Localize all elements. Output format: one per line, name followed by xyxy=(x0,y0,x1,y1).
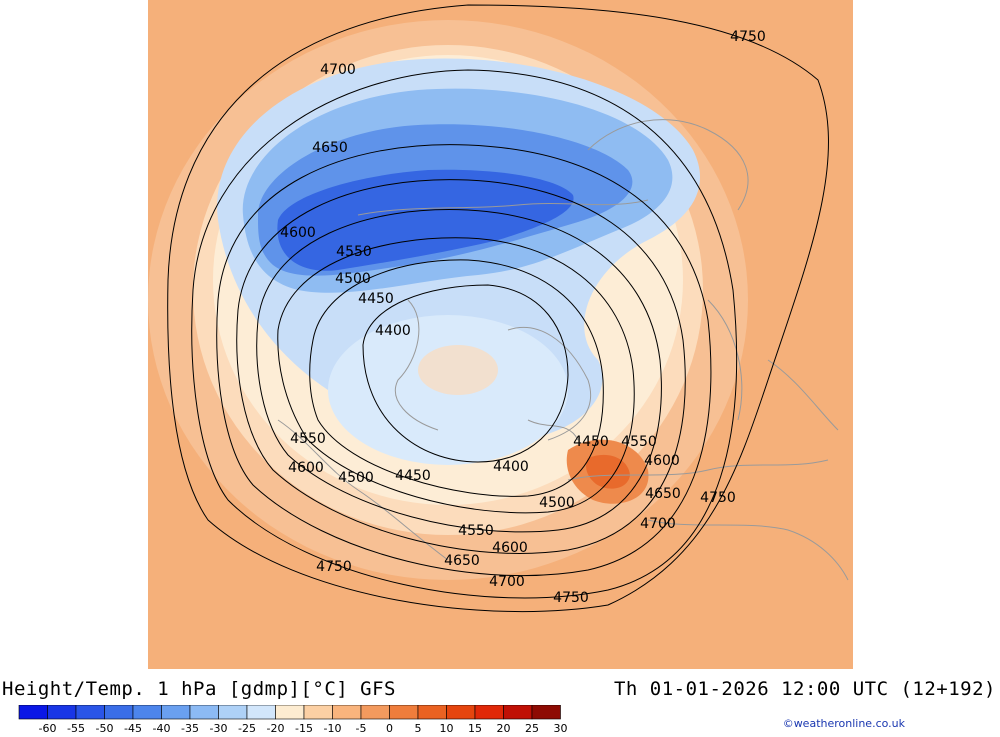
contour-4550 xyxy=(256,209,662,533)
field-cold-core xyxy=(277,169,574,271)
colorbar-swatch xyxy=(275,704,305,720)
temperature-colorbar: -60 -55 -50 -45 -40 -35 -30 -25 -20 -15 -10 -5 0 5 10 1… xyxy=(18,704,578,737)
contour-label: 4450 xyxy=(358,291,394,307)
contour-4650 xyxy=(216,144,712,577)
contour-label: 4550 xyxy=(336,244,372,260)
field-warm-core xyxy=(586,454,630,489)
contour-label: 4600 xyxy=(280,225,316,241)
contour-4500 xyxy=(277,237,635,514)
contour-label: 4550 xyxy=(458,523,494,539)
colorbar-swatch xyxy=(389,704,419,720)
contour-4600 xyxy=(236,179,686,554)
colorbar-tick-label: -55 xyxy=(67,722,85,733)
colorbar-swatch xyxy=(75,704,105,720)
coastlines xyxy=(277,119,849,581)
contour-label: 4650 xyxy=(645,486,681,502)
contour-label: 4750 xyxy=(316,559,352,575)
contour-label: 4500 xyxy=(539,495,575,511)
colorbar-tick-label: -50 xyxy=(96,722,114,733)
colorbar-swatch xyxy=(446,704,476,720)
colorbar-tick-label: 0 xyxy=(386,722,393,733)
colorbar-swatch xyxy=(161,704,191,720)
height-contours xyxy=(167,4,829,612)
colorbar-swatch xyxy=(18,704,48,720)
colorbar-swatch xyxy=(104,704,134,720)
contour-label: 4650 xyxy=(312,140,348,156)
contour-label: 4750 xyxy=(553,590,589,606)
contour-label: 4550 xyxy=(290,431,326,447)
colorbar-swatch xyxy=(218,704,248,720)
colorbar-swatch xyxy=(189,704,219,720)
colorbar-tick-label: 25 xyxy=(525,722,539,733)
weather-map: 4750 4700 4650 4600 4550 4500 4450 4400 … xyxy=(148,0,853,669)
colorbar-swatch xyxy=(531,704,561,720)
credit-link[interactable]: ©weatheronline.co.uk xyxy=(782,717,905,730)
contour-label: 4750 xyxy=(700,490,736,506)
valid-time: Th 01-01-2026 12:00 UTC (12+192) xyxy=(613,678,996,700)
contour-4400 xyxy=(362,284,569,463)
colorbar-tick-label: -10 xyxy=(324,722,342,733)
contour-label: 4750 xyxy=(730,29,766,45)
contour-label: 4600 xyxy=(644,453,680,469)
colorbar-tick-label: -5 xyxy=(356,722,367,733)
colorbar-tick-label: 20 xyxy=(497,722,511,733)
colorbar-swatch xyxy=(47,704,77,720)
colorbar-swatch xyxy=(503,704,533,720)
colorbar-swatch xyxy=(332,704,362,720)
contour-4450 xyxy=(309,259,604,497)
colorbar-swatch xyxy=(360,704,390,720)
colorbar-tick-label: 15 xyxy=(468,722,482,733)
contour-label: 4700 xyxy=(320,62,356,78)
contour-label: 4600 xyxy=(288,460,324,476)
colorbar-tick-label: -40 xyxy=(153,722,171,733)
colorbar-swatch xyxy=(246,704,276,720)
colorbar-swatch xyxy=(417,704,447,720)
contour-label: 4400 xyxy=(375,323,411,339)
field-polar-warm-spot xyxy=(418,345,498,395)
height-temperature-chart: 4750 4700 4650 4600 4550 4500 4450 4400 … xyxy=(148,0,853,669)
colorbar-tick-label: 30 xyxy=(554,722,568,733)
contour-label: 4450 xyxy=(395,468,431,484)
colorbar-tick-label: 10 xyxy=(440,722,454,733)
contour-4700 xyxy=(191,69,738,599)
contour-label: 4700 xyxy=(489,574,525,590)
colorbar-tick-label: -60 xyxy=(39,722,57,733)
product-title: Height/Temp. 1 hPa [gdmp][°C] GFS xyxy=(2,678,396,700)
contour-label: 4500 xyxy=(335,271,371,287)
colorbar-swatch xyxy=(474,704,504,720)
colorbar-svg: -60 -55 -50 -45 -40 -35 -30 -25 -20 -15 -10 -5 0 5 10 1… xyxy=(18,704,568,735)
contour-label: 4400 xyxy=(493,459,529,475)
colorbar-tick-label: 5 xyxy=(415,722,422,733)
contour-label: 4650 xyxy=(444,553,480,569)
colorbar-swatch xyxy=(303,704,333,720)
colorbar-swatch xyxy=(132,704,162,720)
contour-label: 4550 xyxy=(621,434,657,450)
contour-label: 4450 xyxy=(573,434,609,450)
contour-label: 4600 xyxy=(492,540,528,556)
contour-label: 4700 xyxy=(640,516,676,532)
colorbar-tick-label: -15 xyxy=(295,722,313,733)
contour-4750 xyxy=(167,4,829,612)
colorbar-tick-label: -30 xyxy=(210,722,228,733)
colorbar-tick-label: -20 xyxy=(267,722,285,733)
colorbar-tick-label: -25 xyxy=(238,722,256,733)
contour-label: 4500 xyxy=(338,470,374,486)
colorbar-tick-label: -45 xyxy=(124,722,142,733)
colorbar-tick-label: -35 xyxy=(181,722,199,733)
